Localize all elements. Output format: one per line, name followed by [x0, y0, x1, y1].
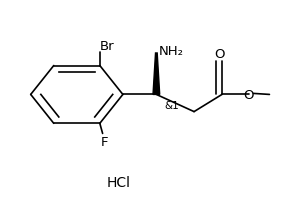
Text: Br: Br [100, 40, 114, 53]
Text: &1: &1 [165, 101, 179, 111]
Polygon shape [153, 54, 160, 95]
Text: O: O [214, 48, 224, 61]
Text: O: O [243, 89, 254, 101]
Text: F: F [100, 135, 108, 148]
Text: HCl: HCl [107, 175, 131, 190]
Text: NH₂: NH₂ [159, 45, 184, 58]
